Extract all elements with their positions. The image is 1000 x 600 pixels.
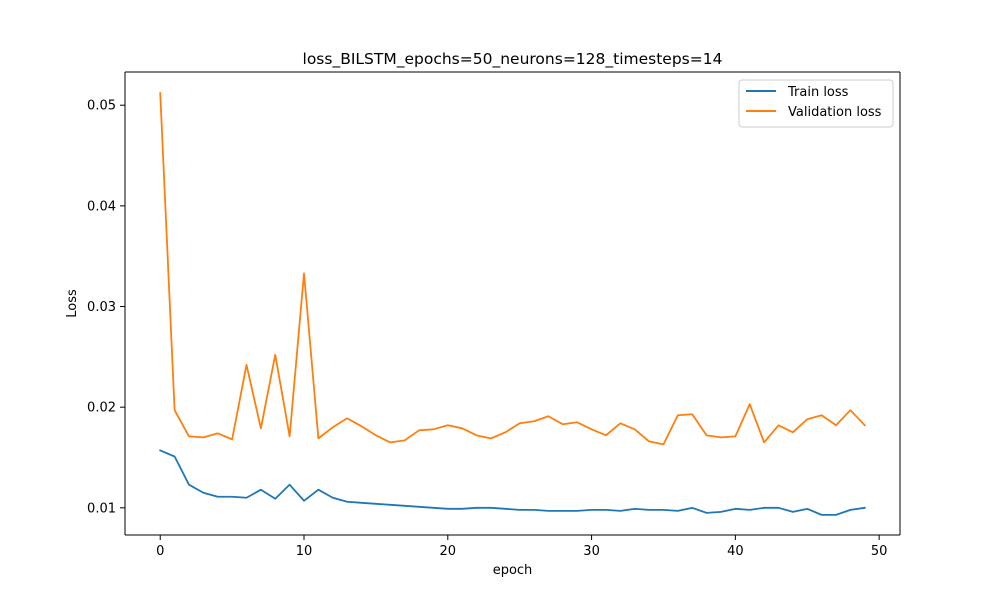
y-tick-label: 0.03: [87, 300, 116, 315]
series-line-validation-loss: [159, 92, 867, 446]
legend-frame: [738, 79, 894, 128]
legend-label-train-loss: Train loss: [787, 85, 849, 100]
x-tick-label: 20: [440, 544, 457, 559]
series-line-train-loss: [159, 449, 866, 516]
x-axis-label: epoch: [493, 563, 533, 578]
x-tick-label: 10: [296, 544, 313, 559]
y-axis-label: Loss: [65, 289, 80, 318]
y-tick-label: 0.01: [87, 501, 116, 516]
y-tick-label: 0.05: [87, 99, 116, 114]
y-tick-label: 0.04: [87, 199, 116, 214]
axes-layer: [124, 71, 901, 536]
legend-label-validation-loss: Validation loss: [788, 105, 882, 120]
series-layer: [159, 92, 867, 516]
ticks-layer: 0 10 20 30 40 50 0.01 0.02 0.03 0.04 0.05: [87, 99, 887, 559]
x-tick-label: 0: [156, 544, 164, 559]
x-tick-label: 30: [583, 544, 600, 559]
x-tick-label: 50: [871, 544, 888, 559]
y-tick-label: 0.02: [87, 401, 116, 416]
chart-title: loss_BILSTM_epochs=50_neurons=128_timest…: [303, 50, 723, 69]
x-tick-label: 40: [727, 544, 744, 559]
plot-background: [125, 72, 900, 535]
legend: Train loss Validation loss: [738, 79, 894, 128]
